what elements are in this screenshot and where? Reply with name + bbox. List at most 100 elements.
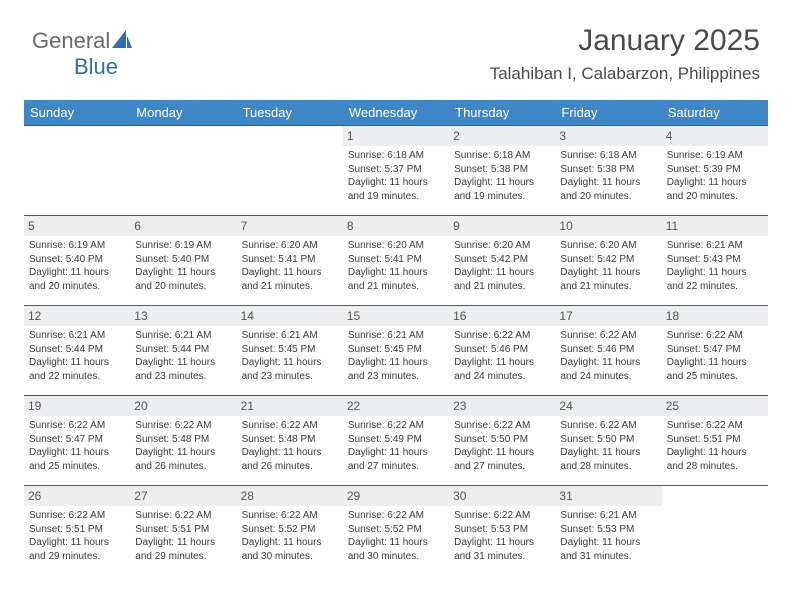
day-number: 20 — [130, 396, 236, 416]
calendar-day-cell: 9 Sunrise: 6:20 AM Sunset: 5:42 PM Daylig… — [449, 216, 555, 306]
calendar-day-cell: 12 Sunrise: 6:21 AM Sunset: 5:44 PM Dayli… — [24, 306, 130, 396]
location-subtitle: Talahiban I, Calabarzon, Philippines — [490, 64, 760, 84]
calendar-day-cell: 29 Sunrise: 6:22 AM Sunset: 5:52 PM Dayli… — [343, 486, 449, 576]
day-number: 15 — [343, 306, 449, 326]
day-number: 10 — [555, 216, 661, 236]
day-number: 28 — [237, 486, 343, 506]
day-details: Sunrise: 6:21 AM Sunset: 5:44 PM Dayligh… — [135, 329, 231, 383]
day-details: Sunrise: 6:19 AM Sunset: 5:40 PM Dayligh… — [135, 239, 231, 293]
calendar-day-cell: 22Sunrise: 6:22 AM Sunset: 5:49 PM Dayli… — [343, 396, 449, 486]
day-number: 5 — [24, 216, 130, 236]
day-number: 9 — [449, 216, 555, 236]
calendar-day-cell: 26 Sunrise: 6:22 AM Sunset: 5:51 PM Dayli… — [24, 486, 130, 576]
calendar-day-cell — [24, 126, 130, 216]
day-number: 31 — [555, 486, 661, 506]
day-number: 16 — [449, 306, 555, 326]
day-details: Sunrise: 6:21 AM Sunset: 5:45 PM Dayligh… — [348, 329, 444, 383]
day-number: 3 — [555, 126, 661, 146]
day-number: 24 — [555, 396, 661, 416]
calendar-day-cell: 16 Sunrise: 6:22 AM Sunset: 5:46 PM Dayli… — [449, 306, 555, 396]
page-title: January 2025 — [578, 24, 760, 58]
calendar-day-cell: 10 Sunrise: 6:20 AM Sunset: 5:42 PM Dayli… — [555, 216, 661, 306]
calendar-table: SundayMondayTuesdayWednesdayThursdayFrid… — [24, 100, 768, 576]
calendar-day-cell: 18 Sunrise: 6:22 AM Sunset: 5:47 PM Dayli… — [662, 306, 768, 396]
calendar-day-cell: 3 Sunrise: 6:18 AM Sunset: 5:38 PM Daylig… — [555, 126, 661, 216]
calendar-day-cell: 15 Sunrise: 6:21 AM Sunset: 5:45 PM Dayli… — [343, 306, 449, 396]
day-header: Wednesday — [343, 100, 449, 126]
day-details: Sunrise: 6:20 AM Sunset: 5:42 PM Dayligh… — [454, 239, 550, 293]
day-details: Sunrise: 6:22 AM Sunset: 5:52 PM Dayligh… — [242, 509, 338, 563]
calendar-day-cell: 2 Sunrise: 6:18 AM Sunset: 5:38 PM Daylig… — [449, 126, 555, 216]
day-details: Sunrise: 6:22 AM Sunset: 5:51 PM Dayligh… — [29, 509, 125, 563]
day-details: Sunrise: 6:21 AM Sunset: 5:43 PM Dayligh… — [667, 239, 763, 293]
day-details: Sunrise: 6:18 AM Sunset: 5:37 PM Dayligh… — [348, 149, 444, 203]
day-header: Friday — [555, 100, 661, 126]
calendar-week-row: 26Sunrise: 6:22 AM Sunset: 5:51 PM Dayli… — [24, 486, 768, 576]
day-details: Sunrise: 6:22 AM Sunset: 5:48 PM Dayligh… — [135, 419, 231, 473]
logo-sail-icon — [112, 30, 132, 48]
logo-text-2: Blue — [74, 54, 118, 79]
calendar-day-cell — [237, 126, 343, 216]
day-details: Sunrise: 6:18 AM Sunset: 5:38 PM Dayligh… — [454, 149, 550, 203]
calendar-day-cell: 11 Sunrise: 6:21 AM Sunset: 5:43 PM Dayli… — [662, 216, 768, 306]
day-number: 14 — [237, 306, 343, 326]
day-details: Sunrise: 6:22 AM Sunset: 5:51 PM Dayligh… — [667, 419, 763, 473]
day-header: Saturday — [662, 100, 768, 126]
calendar-day-cell: 17Sunrise: 6:22 AM Sunset: 5:46 PM Dayli… — [555, 306, 661, 396]
calendar-week-row: 5Sunrise: 6:19 AM Sunset: 5:40 PM Daylig… — [24, 216, 768, 306]
day-number: 2 — [449, 126, 555, 146]
day-header-row: SundayMondayTuesdayWednesdayThursdayFrid… — [24, 100, 768, 126]
day-header: Thursday — [449, 100, 555, 126]
calendar-day-cell: 21Sunrise: 6:22 AM Sunset: 5:48 PM Dayli… — [237, 396, 343, 486]
day-number: 7 — [237, 216, 343, 236]
day-number: 23 — [449, 396, 555, 416]
calendar-week-row: 1 Sunrise: 6:18 AM Sunset: 5:37 PM Daylig… — [24, 126, 768, 216]
calendar-day-cell: 31 Sunrise: 6:21 AM Sunset: 5:53 PM Dayli… — [555, 486, 661, 576]
calendar-day-cell: 28 Sunrise: 6:22 AM Sunset: 5:52 PM Dayli… — [237, 486, 343, 576]
calendar-day-cell: 5 Sunrise: 6:19 AM Sunset: 5:40 PM Daylig… — [24, 216, 130, 306]
calendar-day-cell: 23 Sunrise: 6:22 AM Sunset: 5:50 PM Dayli… — [449, 396, 555, 486]
calendar-day-cell: 25 Sunrise: 6:22 AM Sunset: 5:51 PM Dayli… — [662, 396, 768, 486]
day-header: Tuesday — [237, 100, 343, 126]
day-number: 19 — [24, 396, 130, 416]
day-details: Sunrise: 6:21 AM Sunset: 5:44 PM Dayligh… — [29, 329, 125, 383]
day-details: Sunrise: 6:19 AM Sunset: 5:40 PM Dayligh… — [29, 239, 125, 293]
day-details: Sunrise: 6:22 AM Sunset: 5:46 PM Dayligh… — [454, 329, 550, 383]
calendar-day-cell: 19Sunrise: 6:22 AM Sunset: 5:47 PM Dayli… — [24, 396, 130, 486]
calendar-week-row: 12Sunrise: 6:21 AM Sunset: 5:44 PM Dayli… — [24, 306, 768, 396]
day-details: Sunrise: 6:22 AM Sunset: 5:47 PM Dayligh… — [667, 329, 763, 383]
calendar-week-row: 19Sunrise: 6:22 AM Sunset: 5:47 PM Dayli… — [24, 396, 768, 486]
day-header: Monday — [130, 100, 236, 126]
day-details: Sunrise: 6:19 AM Sunset: 5:39 PM Dayligh… — [667, 149, 763, 203]
day-details: Sunrise: 6:22 AM Sunset: 5:50 PM Dayligh… — [454, 419, 550, 473]
day-number: 27 — [130, 486, 236, 506]
day-number: 1 — [343, 126, 449, 146]
day-number: 12 — [24, 306, 130, 326]
calendar-day-cell: 7 Sunrise: 6:20 AM Sunset: 5:41 PM Daylig… — [237, 216, 343, 306]
day-details: Sunrise: 6:20 AM Sunset: 5:41 PM Dayligh… — [242, 239, 338, 293]
day-number: 25 — [662, 396, 768, 416]
day-details: Sunrise: 6:20 AM Sunset: 5:42 PM Dayligh… — [560, 239, 656, 293]
day-details: Sunrise: 6:22 AM Sunset: 5:52 PM Dayligh… — [348, 509, 444, 563]
day-number: 29 — [343, 486, 449, 506]
day-number: 26 — [24, 486, 130, 506]
day-number: 11 — [662, 216, 768, 236]
day-number: 13 — [130, 306, 236, 326]
day-details: Sunrise: 6:22 AM Sunset: 5:50 PM Dayligh… — [560, 419, 656, 473]
day-number: 4 — [662, 126, 768, 146]
calendar-day-cell — [662, 486, 768, 576]
day-number: 18 — [662, 306, 768, 326]
day-details: Sunrise: 6:22 AM Sunset: 5:51 PM Dayligh… — [135, 509, 231, 563]
day-details: Sunrise: 6:21 AM Sunset: 5:53 PM Dayligh… — [560, 509, 656, 563]
calendar-day-cell — [130, 126, 236, 216]
logo-text-1: General — [32, 28, 110, 53]
calendar-day-cell: 27 Sunrise: 6:22 AM Sunset: 5:51 PM Dayli… — [130, 486, 236, 576]
calendar-day-cell: 14 Sunrise: 6:21 AM Sunset: 5:45 PM Dayli… — [237, 306, 343, 396]
calendar-day-cell: 13 Sunrise: 6:21 AM Sunset: 5:44 PM Dayli… — [130, 306, 236, 396]
calendar-day-cell: 1 Sunrise: 6:18 AM Sunset: 5:37 PM Daylig… — [343, 126, 449, 216]
day-details: Sunrise: 6:18 AM Sunset: 5:38 PM Dayligh… — [560, 149, 656, 203]
calendar-day-cell: 6Sunrise: 6:19 AM Sunset: 5:40 PM Daylig… — [130, 216, 236, 306]
day-details: Sunrise: 6:22 AM Sunset: 5:53 PM Dayligh… — [454, 509, 550, 563]
day-details: Sunrise: 6:21 AM Sunset: 5:45 PM Dayligh… — [242, 329, 338, 383]
day-details: Sunrise: 6:22 AM Sunset: 5:49 PM Dayligh… — [348, 419, 444, 473]
